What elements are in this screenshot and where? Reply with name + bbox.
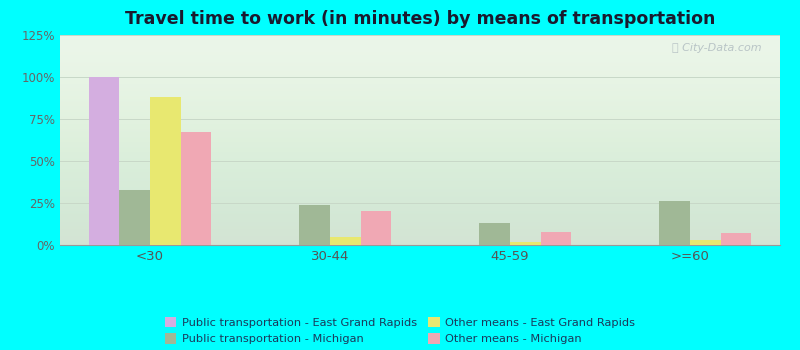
Legend: Public transportation - East Grand Rapids, Public transportation - Michigan, Oth: Public transportation - East Grand Rapid…	[165, 317, 635, 344]
Bar	[119, 190, 150, 245]
Bar	[361, 211, 391, 245]
Bar	[541, 232, 571, 245]
Bar	[721, 233, 751, 245]
Title: Travel time to work (in minutes) by means of transportation: Travel time to work (in minutes) by mean…	[125, 10, 715, 28]
Bar	[510, 241, 541, 245]
Text: Ⓣ City-Data.com: Ⓣ City-Data.com	[672, 43, 762, 54]
Bar	[150, 97, 181, 245]
Bar	[479, 223, 510, 245]
Bar	[89, 77, 119, 245]
Bar	[299, 205, 330, 245]
Bar	[330, 237, 361, 245]
Bar	[181, 132, 211, 245]
Bar	[690, 240, 721, 245]
Bar	[659, 201, 690, 245]
